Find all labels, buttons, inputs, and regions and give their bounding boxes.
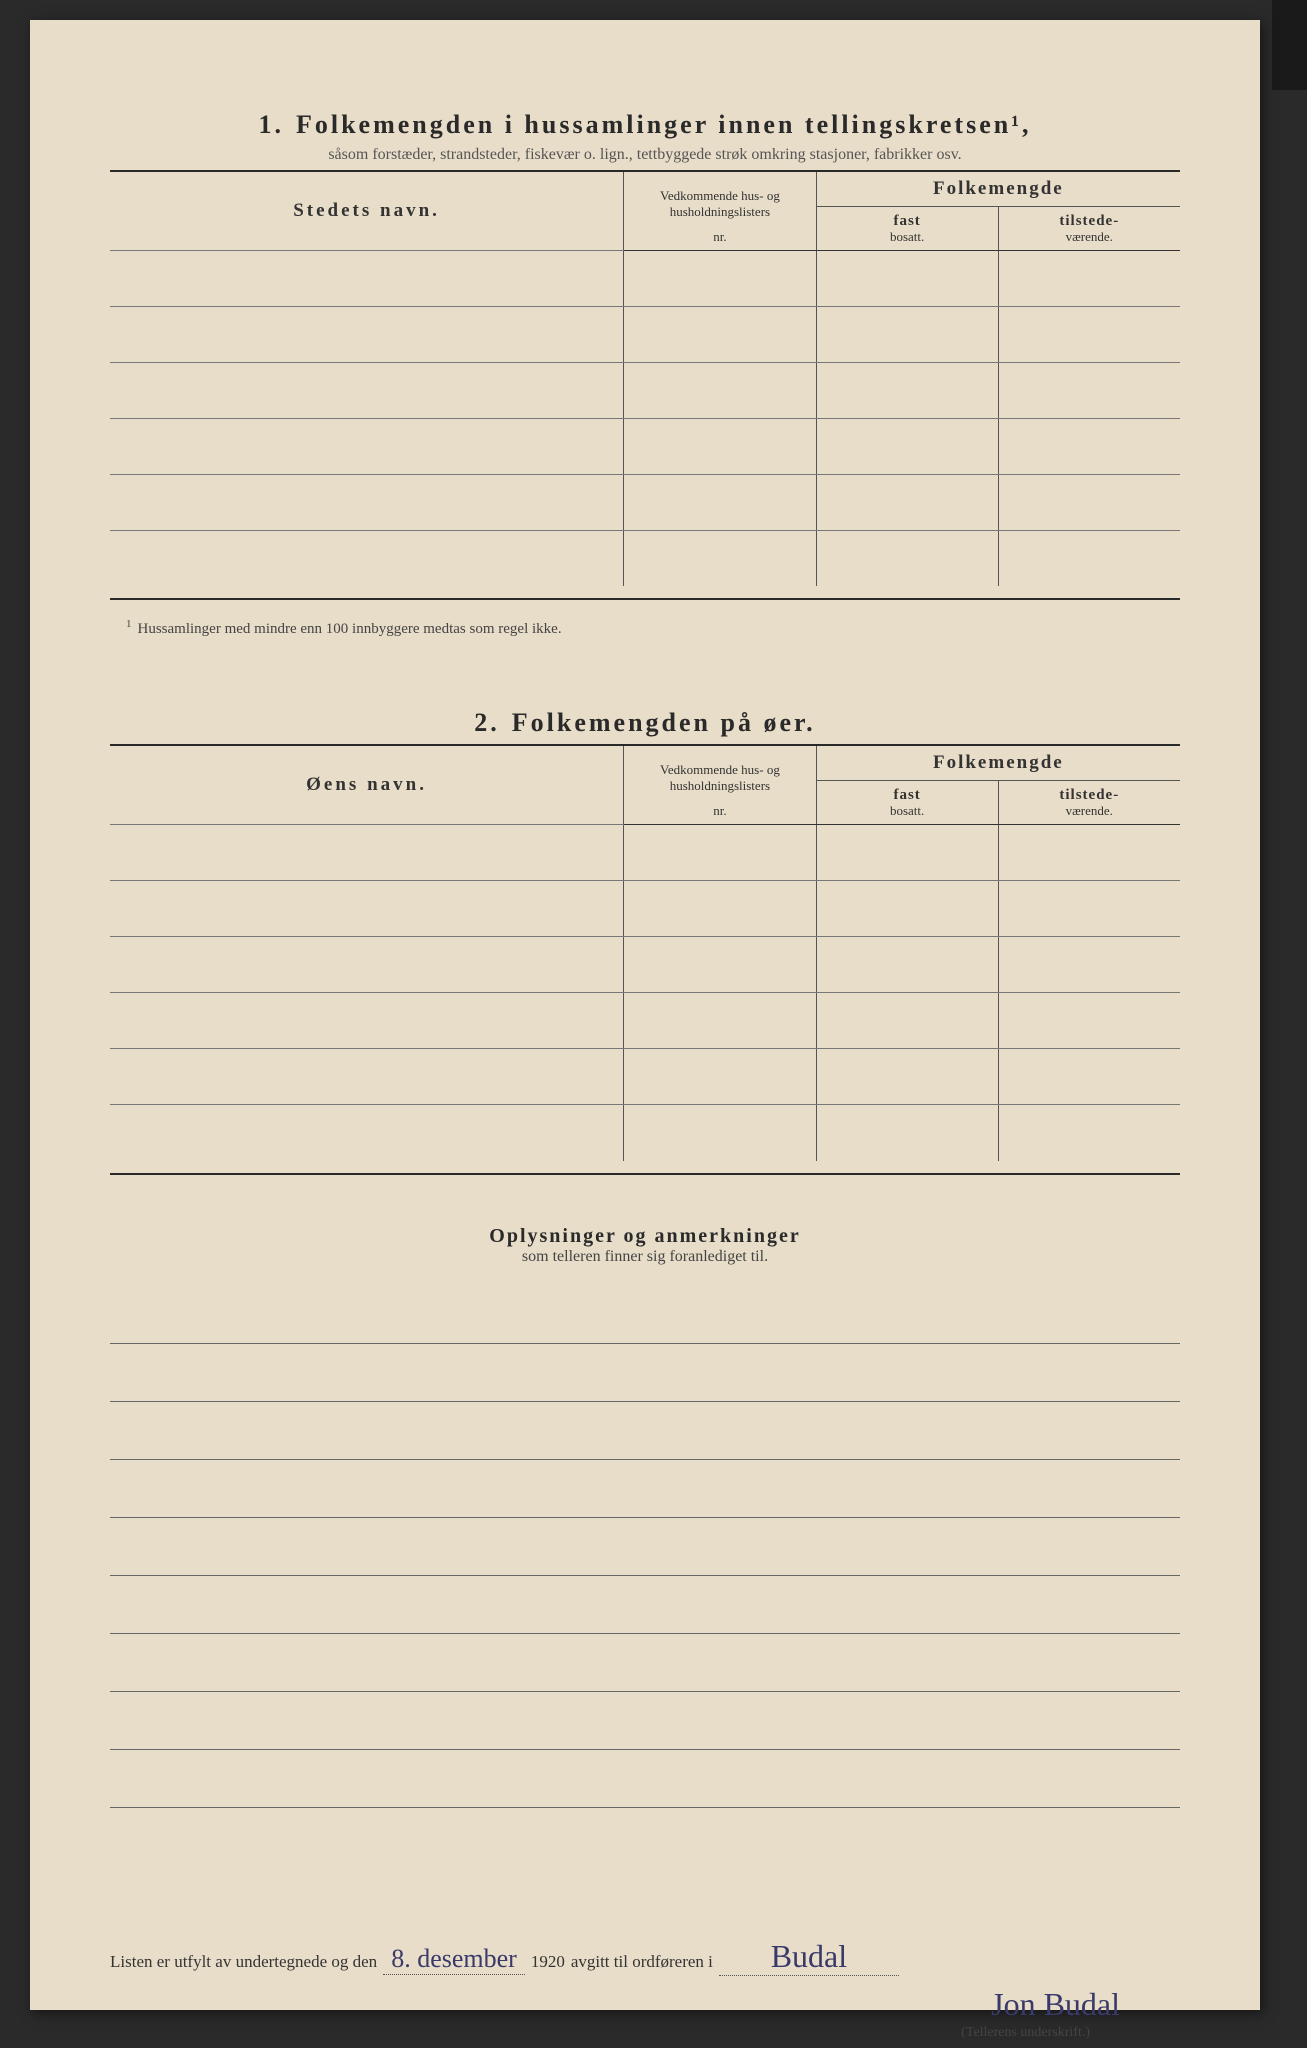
scan-binding-edge xyxy=(1272,0,1307,90)
notes-line xyxy=(110,1634,1180,1692)
section-1: 1. Folkemengden i hussamlinger innen tell… xyxy=(110,110,1180,638)
col-header-hus-nr-2-l3: nr. xyxy=(624,804,817,825)
signature-mid: avgitt til ordføreren i xyxy=(571,1952,713,1972)
table-row xyxy=(110,418,1180,474)
col-header-tilstede-bot: værende. xyxy=(998,230,1180,251)
signature-name-handwritten: Jon Budal xyxy=(991,1986,1120,2023)
col-header-tilstede-top: tilstede- xyxy=(998,207,1180,230)
section-1-table: Stedets navn. Vedkommende hus- og hushol… xyxy=(110,172,1180,586)
section-2-table: Øens navn. Vedkommende hus- og husholdni… xyxy=(110,746,1180,1160)
col-header-oens-navn: Øens navn. xyxy=(110,746,624,824)
section-1-footnote: 1 Hussamlinger med mindre enn 100 innbygg… xyxy=(126,618,1180,638)
table-row xyxy=(110,530,1180,586)
section-2-title: 2. Folkemengden på øer. xyxy=(110,708,1180,738)
col-header-hus-nr-l3: nr. xyxy=(624,230,817,251)
section-1-bottom-rule xyxy=(110,598,1180,600)
census-form-page: 1. Folkemengden i hussamlinger innen tell… xyxy=(30,20,1260,2010)
table-row xyxy=(110,825,1180,881)
col-header-folkemengde-2: Folkemengde xyxy=(816,746,1180,781)
notes-section: Oplysninger og anmerkninger som telleren… xyxy=(110,1225,1180,1808)
col-header-tilstede-top-2: tilstede- xyxy=(998,781,1180,804)
notes-subtitle: som telleren finner sig foranlediget til… xyxy=(110,1248,1180,1266)
section-2-bottom-rule xyxy=(110,1173,1180,1175)
table-row xyxy=(110,362,1180,418)
col-header-fast-bot: bosatt. xyxy=(816,230,998,251)
notes-title: Oplysninger og anmerkninger xyxy=(110,1225,1180,1248)
table-row xyxy=(110,306,1180,362)
notes-line xyxy=(110,1344,1180,1402)
signature-block: Listen er utfylt av undertegnede og den … xyxy=(110,1938,1180,2041)
col-header-stedets-navn: Stedets navn. xyxy=(110,172,624,250)
signature-place-field: Budal xyxy=(719,1938,899,1976)
notes-line xyxy=(110,1576,1180,1634)
col-header-hus-nr-l2: husholdningslisters xyxy=(670,204,770,219)
notes-line xyxy=(110,1692,1180,1750)
col-header-folkemengde: Folkemengde xyxy=(816,172,1180,207)
footnote-marker: 1 xyxy=(126,618,132,630)
section-1-title-text: Folkemengden i hussamlinger innen tellin… xyxy=(296,110,1032,139)
table-row xyxy=(110,474,1180,530)
col-header-fast-bot-2: bosatt. xyxy=(816,804,998,825)
notes-line xyxy=(110,1518,1180,1576)
notes-lines xyxy=(110,1286,1180,1808)
section-1-subtitle: såsom forstæder, strandsteder, fiskevær … xyxy=(110,146,1180,164)
section-2-number: 2. xyxy=(474,708,500,737)
section-1-title: 1. Folkemengden i hussamlinger innen tell… xyxy=(110,110,1180,140)
col-header-fast-top: fast xyxy=(816,207,998,230)
table-row xyxy=(110,881,1180,937)
signature-year: 1920 xyxy=(531,1952,565,1972)
col-header-hus-nr-2-l2: husholdningslisters xyxy=(670,778,770,793)
notes-line xyxy=(110,1286,1180,1344)
signature-line: Listen er utfylt av undertegnede og den … xyxy=(110,1938,1180,1976)
signature-date-field: 8. desember xyxy=(383,1944,525,1975)
section-2-tbody xyxy=(110,825,1180,1161)
signature-prefix: Listen er utfylt av undertegnede og den xyxy=(110,1952,377,1972)
section-2: 2. Folkemengden på øer. Øens navn. Vedkom… xyxy=(110,708,1180,1174)
notes-line xyxy=(110,1750,1180,1808)
section-2-title-text: Folkemengden på øer. xyxy=(512,708,816,737)
col-header-hus-nr: Vedkommende hus- og husholdningslisters xyxy=(624,172,817,230)
col-header-hus-nr-2-l1: Vedkommende hus- og xyxy=(660,762,780,777)
signature-place-handwritten: Budal xyxy=(771,1938,847,1975)
table-row xyxy=(110,1049,1180,1105)
col-header-hus-nr-l1: Vedkommende hus- og xyxy=(660,188,780,203)
section-1-tbody xyxy=(110,250,1180,586)
table-row xyxy=(110,1105,1180,1161)
col-header-hus-nr-2: Vedkommende hus- og husholdningslisters xyxy=(624,746,817,804)
notes-line xyxy=(110,1402,1180,1460)
footnote-text: Hussamlinger med mindre enn 100 innbygge… xyxy=(138,621,562,637)
notes-line xyxy=(110,1460,1180,1518)
col-header-tilstede-bot-2: værende. xyxy=(998,804,1180,825)
section-1-number: 1. xyxy=(258,110,284,139)
signature-name-row: Jon Budal xyxy=(110,1986,1180,2023)
signature-caption: (Tellerens underskrift.) xyxy=(110,2025,1180,2041)
signature-date-handwritten: 8. desember xyxy=(391,1944,517,1974)
col-header-fast-top-2: fast xyxy=(816,781,998,804)
table-row xyxy=(110,993,1180,1049)
table-row xyxy=(110,250,1180,306)
table-row xyxy=(110,937,1180,993)
